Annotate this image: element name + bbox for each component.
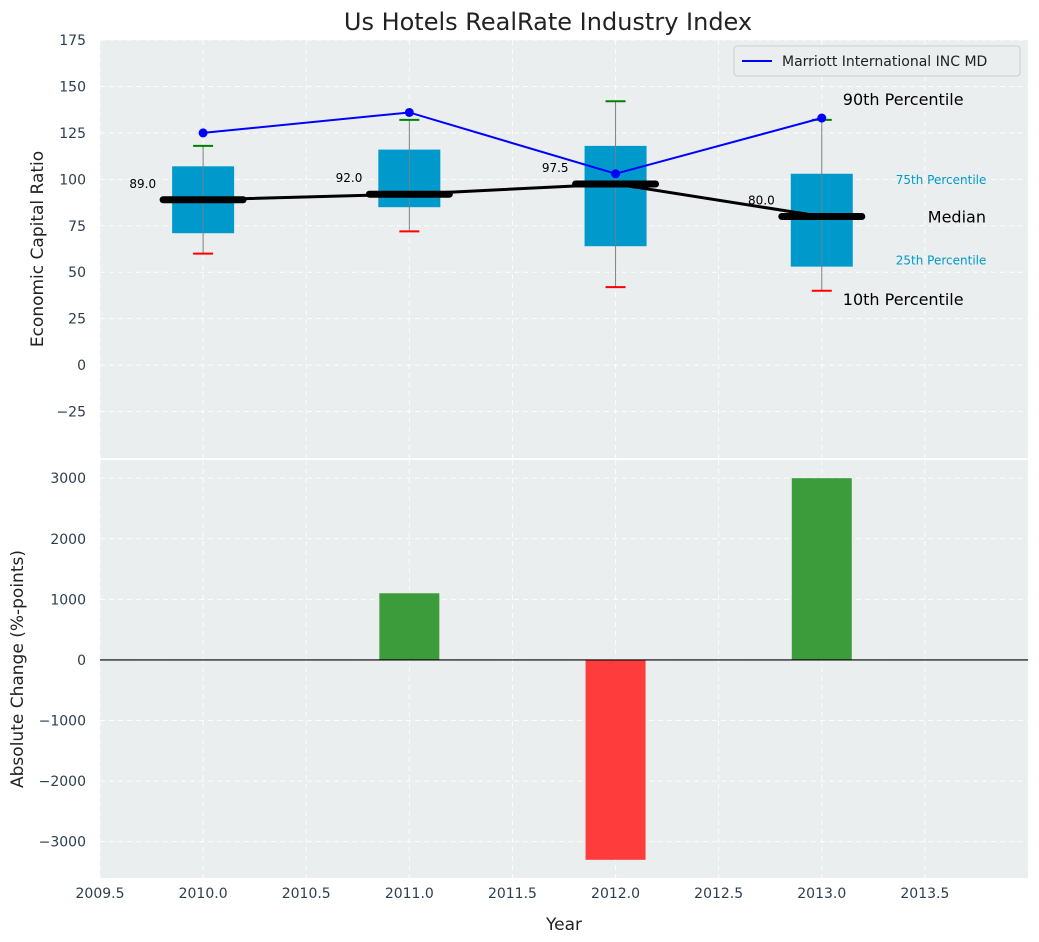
median-value-label: 80.0 xyxy=(748,193,775,207)
annotation-p10: 10th Percentile xyxy=(843,290,964,309)
annotation-p90: 90th Percentile xyxy=(843,90,964,109)
x-tick-label: 2009.5 xyxy=(76,886,125,902)
median-value-label: 97.5 xyxy=(542,161,569,175)
legend-label: Marriott International INC MD xyxy=(782,54,987,70)
top-y-tick-label: 0 xyxy=(77,358,86,374)
bottom-y-tick-label: 3000 xyxy=(50,471,86,487)
x-tick-label: 2010.5 xyxy=(282,886,331,902)
top-y-tick-label: 150 xyxy=(59,79,86,95)
annotation-p25: 25th Percentile xyxy=(896,254,987,268)
x-tick-label: 2013.0 xyxy=(797,886,846,902)
median-value-label: 89.0 xyxy=(129,177,156,191)
chart-title: Us Hotels RealRate Industry Index xyxy=(344,8,752,36)
median-value-label: 92.0 xyxy=(336,171,363,185)
bottom-plot-area xyxy=(100,460,1028,878)
top-panel: −25 0 25 50 75 100 125 150 175 Economic Capital R… xyxy=(28,33,1028,458)
top-y-tick-label: 25 xyxy=(68,312,86,328)
bottom-y-tick-label: 1000 xyxy=(50,592,86,608)
top-y-tick-label: 50 xyxy=(68,265,86,281)
legend-box xyxy=(733,45,1021,77)
bottom-y-axis-label: Absolute Change (%-points) xyxy=(8,550,28,788)
bottom-y-tick-label: 0 xyxy=(77,653,86,669)
legend: Marriott International INC MD xyxy=(733,45,1021,77)
x-tick-label: 2012.0 xyxy=(591,886,640,902)
top-y-tick-label: −25 xyxy=(56,405,86,421)
top-y-tick-label: 100 xyxy=(59,172,86,188)
x-axis-label: Year xyxy=(545,915,582,935)
x-tick-label: 2011.0 xyxy=(385,886,434,902)
x-tick-label: 2012.5 xyxy=(694,886,743,902)
top-plot-area xyxy=(100,40,1028,458)
median-trend-line xyxy=(203,182,823,218)
bottom-y-tick-label: −2000 xyxy=(39,774,86,790)
annotation-median: Median xyxy=(928,207,986,226)
bottom-y-tick-label: −1000 xyxy=(39,713,86,729)
x-tick-label: 2011.5 xyxy=(488,886,537,902)
company-series-point xyxy=(611,169,621,179)
company-series-point xyxy=(404,107,414,117)
top-y-axis-label: Economic Capital Ratio xyxy=(28,151,48,347)
company-series-line xyxy=(203,111,823,175)
change-bar-negative xyxy=(585,659,646,860)
change-bar-positive xyxy=(379,593,440,660)
x-tick-label: 2010.0 xyxy=(179,886,228,902)
top-y-tick-label: 125 xyxy=(59,126,86,142)
top-y-tick-label: 75 xyxy=(68,219,86,235)
bottom-panel: 2009.5 2010.0 2010.5 2011.0 2011.5 2012.0 2012… xyxy=(8,460,1028,935)
bottom-y-tick-label: 2000 xyxy=(50,532,86,548)
company-series-point xyxy=(198,128,208,138)
company-series-point xyxy=(817,113,827,123)
top-y-tick-label: 175 xyxy=(59,33,86,49)
x-tick-label: 2013.5 xyxy=(900,886,949,902)
bottom-y-tick-label: −3000 xyxy=(39,835,86,851)
change-bar-positive xyxy=(791,478,852,660)
annotation-p75: 75th Percentile xyxy=(896,173,987,187)
